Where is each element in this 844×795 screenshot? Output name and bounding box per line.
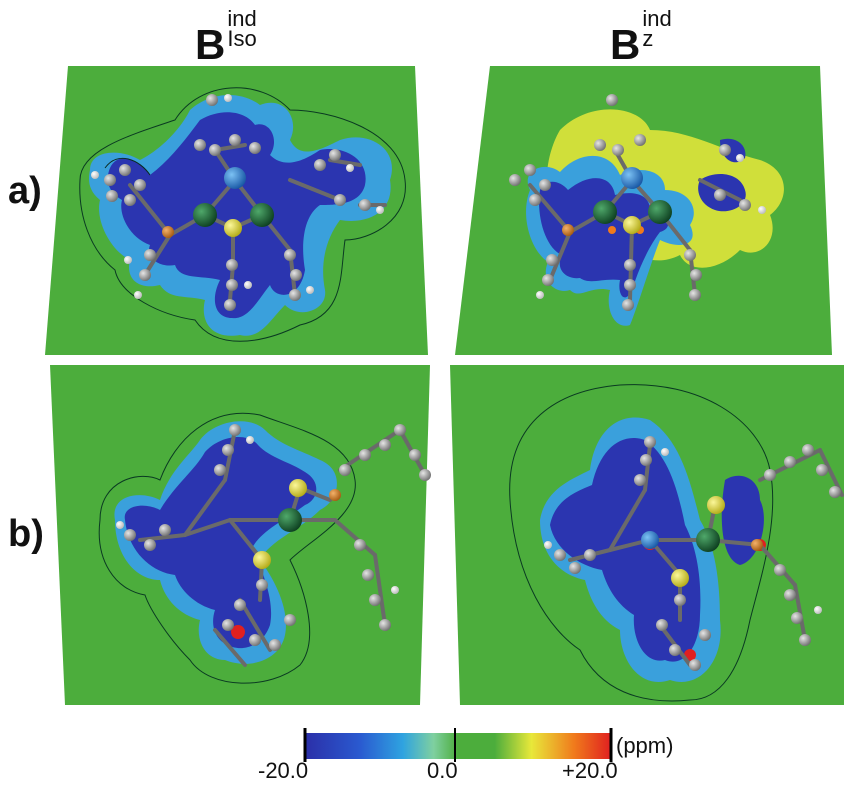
colorbar-label-max: +20.0 (562, 758, 618, 783)
molecule-b-iso-atoms (116, 424, 431, 651)
column-subscript: Iso (227, 26, 257, 51)
column-superscript: ind (642, 6, 672, 31)
panel-a-z (455, 66, 832, 355)
column-subscript: z (642, 26, 654, 51)
column-superscript: ind (227, 6, 257, 31)
row-label-b: b) (8, 513, 44, 555)
column-header-iso: B ind Iso (195, 0, 257, 70)
shielding-contours (79, 87, 406, 342)
row-label-a: a) (8, 170, 42, 212)
column-symbol: B (610, 21, 641, 68)
panel-b-z (450, 365, 844, 705)
molecule-a-iso-atoms (91, 94, 384, 311)
column-symbol: B (195, 21, 226, 68)
shielding-contours (98, 412, 356, 684)
deshielding-contours (526, 109, 784, 326)
panel-a-iso (45, 66, 428, 355)
molecule-b-z-atoms (544, 436, 841, 671)
colorbar-label-min: -20.0 (258, 758, 309, 783)
colorbar-unit: (ppm) (616, 733, 674, 758)
column-header-z: B ind z (610, 0, 672, 70)
colorbar-label-mid: 0.0 (427, 758, 458, 783)
molecule-a-z-atoms (509, 94, 766, 311)
colorbar (303, 728, 613, 762)
panel-b-iso (50, 365, 431, 705)
colorbar-gradient (305, 733, 611, 759)
